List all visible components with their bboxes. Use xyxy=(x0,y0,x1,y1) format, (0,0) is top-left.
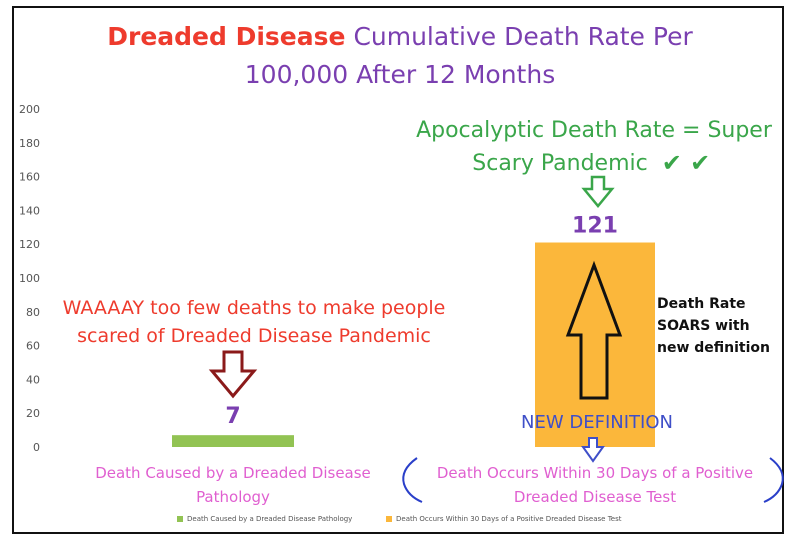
y-tick-label: 180 xyxy=(19,137,40,150)
category-label: Death Occurs Within 30 Days of a Positiv… xyxy=(437,464,753,482)
down-arrow-icon xyxy=(581,437,605,463)
legend-entry: Death Caused by a Dreaded Disease Pathol… xyxy=(187,515,352,523)
side-annotation: Death Rate xyxy=(657,296,746,312)
category-label: Death Caused by a Dreaded Disease xyxy=(95,464,371,482)
y-tick-label: 20 xyxy=(26,407,40,420)
chart-title-line-1: Dreaded Disease Cumulative Death Rate Pe… xyxy=(0,22,800,51)
side-annotation: new definition xyxy=(657,340,770,356)
title-emphasis: Dreaded Disease xyxy=(107,22,346,51)
bar-1 xyxy=(172,435,294,447)
legend-swatch xyxy=(177,516,183,522)
y-tick-label: 80 xyxy=(26,306,40,319)
y-tick-label: 40 xyxy=(26,373,40,386)
up-arrow-icon xyxy=(565,260,623,400)
y-tick-label: 100 xyxy=(19,272,40,285)
down-arrow-icon xyxy=(208,350,258,399)
category-label: Dreaded Disease Test xyxy=(514,488,676,506)
category-label: Pathology xyxy=(196,488,270,506)
legend-entry: Death Occurs Within 30 Days of a Positiv… xyxy=(396,515,622,523)
checkmark-icons: ✔ ✔ xyxy=(662,149,711,177)
data-label: 7 xyxy=(225,404,240,429)
y-tick-label: 140 xyxy=(19,204,40,217)
bar-2 xyxy=(535,242,655,447)
left-annotation: WAAAAY too few deaths to make people xyxy=(63,297,446,319)
side-annotation: SOARS with xyxy=(657,318,750,334)
left-brace xyxy=(402,457,423,503)
y-tick-label: 60 xyxy=(26,340,40,353)
new-definition-label: NEW DEFINITION xyxy=(521,412,673,433)
title-rest: Cumulative Death Rate Per xyxy=(353,22,693,51)
right-brace xyxy=(763,457,784,503)
y-tick-label: 0 xyxy=(33,441,40,454)
legend-swatch xyxy=(386,516,392,522)
left-annotation: scared of Dreaded Disease Pandemic xyxy=(77,325,431,347)
down-arrow-icon xyxy=(581,175,615,208)
chart-frame xyxy=(12,6,784,534)
chart-title-line-2: 100,000 After 12 Months xyxy=(244,60,556,89)
y-tick-label: 160 xyxy=(19,171,40,184)
data-label: 121 xyxy=(572,214,618,239)
top-right-annotation: Scary Pandemic xyxy=(472,151,647,176)
top-right-annotation: Apocalyptic Death Rate = Super xyxy=(416,118,773,143)
y-tick-label: 200 xyxy=(19,103,40,116)
y-tick-label: 120 xyxy=(19,238,40,251)
